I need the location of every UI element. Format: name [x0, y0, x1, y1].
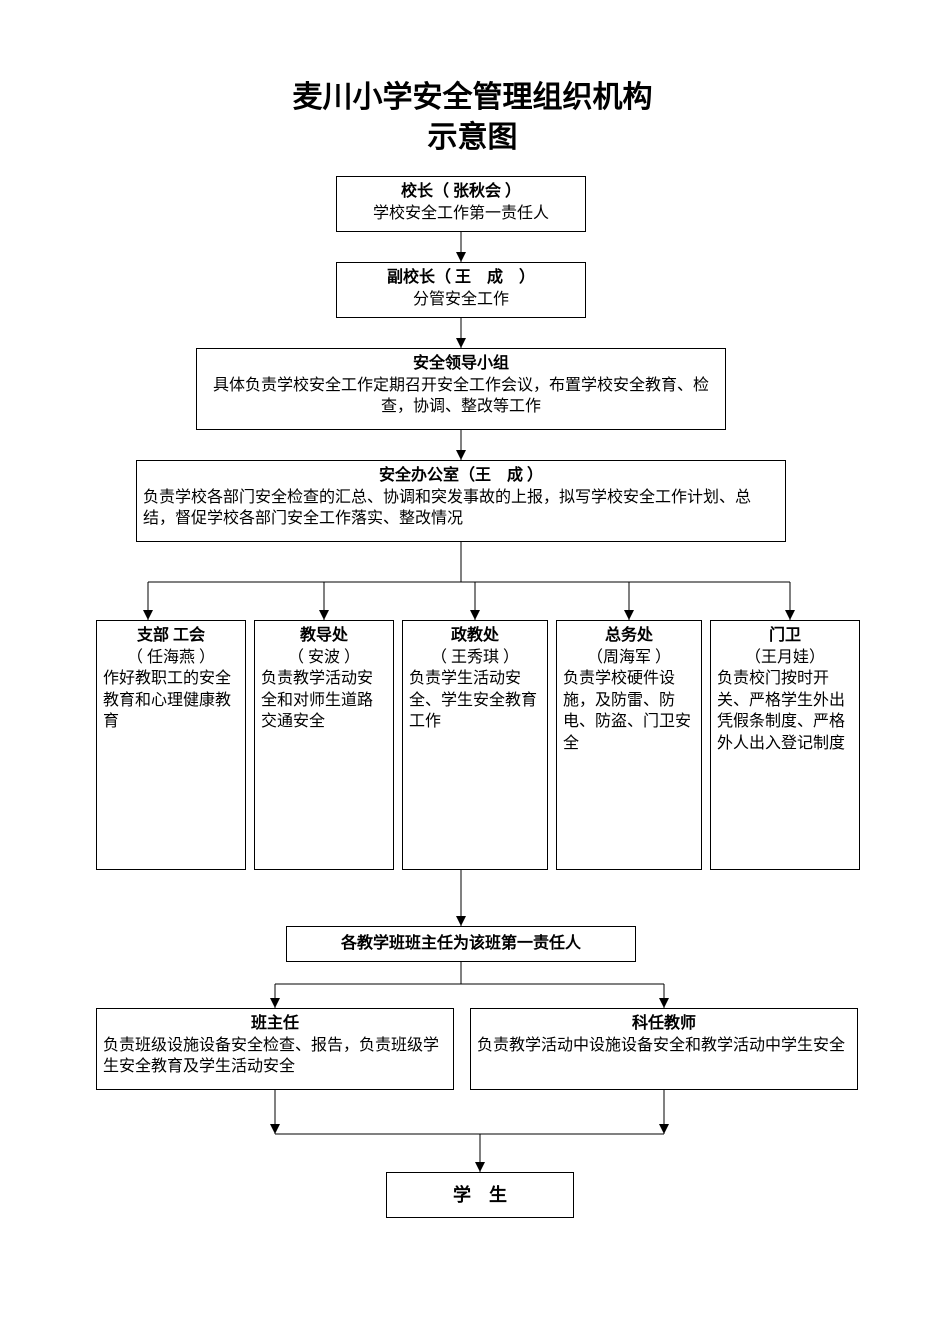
node-safety-group-body: 具体负责学校安全工作定期召开安全工作会议，布置学校安全教育、检查，协调、整改等工…	[203, 375, 719, 418]
node-dept-general-person: （周海军 ）	[563, 647, 695, 669]
node-principal: 校长（ 张秋会 ） 学校安全工作第一责任人	[336, 176, 586, 232]
node-class-responsibility: 各教学班班主任为该班第一责任人	[286, 926, 636, 962]
node-safety-office-body: 负责学校各部门安全检查的汇总、协调和突发事故的上报，拟写学校安全工作计划、总结，…	[143, 487, 779, 530]
node-vice-principal-header: 副校长（ 王 成 ）	[343, 267, 579, 289]
node-students-header: 学 生	[453, 1183, 507, 1207]
node-vice-principal: 副校长（ 王 成 ） 分管安全工作	[336, 262, 586, 318]
node-head-teacher-body: 负责班级设施设备安全检查、报告，负责班级学生安全教育及学生活动安全	[103, 1035, 447, 1078]
node-safety-office-header: 安全办公室（王 成 ）	[143, 465, 779, 487]
node-dept-union: 支部 工会 （ 任海燕 ） 作好教职工的安全教育和心理健康教育	[96, 620, 246, 870]
node-principal-body: 学校安全工作第一责任人	[343, 203, 579, 225]
node-dept-political-person: （ 王秀琪 ）	[409, 647, 541, 669]
page: 麦川小学安全管理组织机构 示意图 校长（ 张秋会 ） 学校安全工作第一责任人 副…	[0, 0, 945, 1337]
node-subject-teacher-body: 负责教学活动中设施设备安全和教学活动中学生安全	[477, 1035, 851, 1057]
title-line1: 麦川小学安全管理组织机构	[0, 72, 945, 116]
node-subject-teacher: 科任教师 负责教学活动中设施设备安全和教学活动中学生安全	[470, 1008, 858, 1090]
node-safety-group: 安全领导小组 具体负责学校安全工作定期召开安全工作会议，布置学校安全教育、检查，…	[196, 348, 726, 430]
node-safety-office: 安全办公室（王 成 ） 负责学校各部门安全检查的汇总、协调和突发事故的上报，拟写…	[136, 460, 786, 542]
node-dept-teaching-header: 教导处	[261, 625, 387, 647]
node-principal-header: 校长（ 张秋会 ）	[343, 181, 579, 203]
node-students: 学 生	[386, 1172, 574, 1218]
node-head-teacher: 班主任 负责班级设施设备安全检查、报告，负责班级学生安全教育及学生活动安全	[96, 1008, 454, 1090]
node-dept-union-body: 作好教职工的安全教育和心理健康教育	[103, 668, 239, 733]
node-dept-gate-body: 负责校门按时开关、严格学生外出凭假条制度、严格外人出入登记制度	[717, 668, 853, 754]
node-dept-political-header: 政教处	[409, 625, 541, 647]
node-dept-general: 总务处 （周海军 ） 负责学校硬件设施，及防雷、防电、防盗、门卫安全	[556, 620, 702, 870]
node-vice-principal-body: 分管安全工作	[343, 289, 579, 311]
node-dept-gate-header: 门卫	[717, 625, 853, 647]
node-dept-general-body: 负责学校硬件设施，及防雷、防电、防盗、门卫安全	[563, 668, 695, 754]
node-dept-political-body: 负责学生活动安全、学生安全教育工作	[409, 668, 541, 733]
node-dept-union-person: （ 任海燕 ）	[103, 647, 239, 669]
title-line2: 示意图	[0, 112, 945, 156]
node-dept-political: 政教处 （ 王秀琪 ） 负责学生活动安全、学生安全教育工作	[402, 620, 548, 870]
node-dept-teaching-body: 负责教学活动安全和对师生道路交通安全	[261, 668, 387, 733]
node-safety-group-header: 安全领导小组	[203, 353, 719, 375]
node-class-responsibility-header: 各教学班班主任为该班第一责任人	[341, 933, 581, 955]
node-dept-general-header: 总务处	[563, 625, 695, 647]
node-dept-teaching-person: （ 安波 ）	[261, 647, 387, 669]
node-dept-teaching: 教导处 （ 安波 ） 负责教学活动安全和对师生道路交通安全	[254, 620, 394, 870]
node-dept-gate-person: （王月娃）	[717, 647, 853, 669]
node-subject-teacher-header: 科任教师	[477, 1013, 851, 1035]
node-dept-gate: 门卫 （王月娃） 负责校门按时开关、严格学生外出凭假条制度、严格外人出入登记制度	[710, 620, 860, 870]
node-dept-union-header: 支部 工会	[103, 625, 239, 647]
node-head-teacher-header: 班主任	[103, 1013, 447, 1035]
